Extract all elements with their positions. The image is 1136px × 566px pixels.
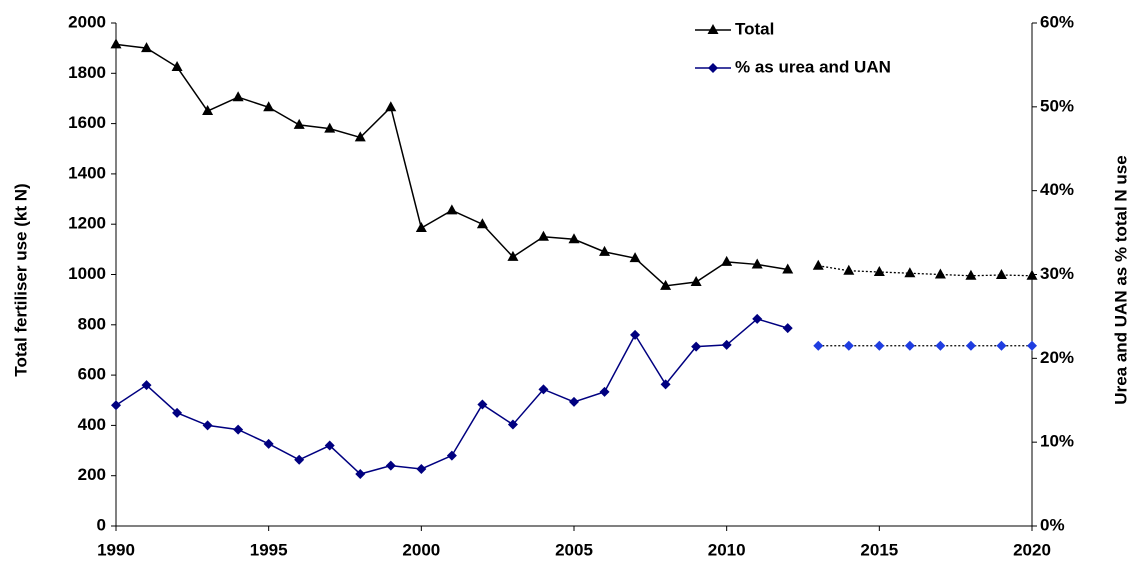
data-point <box>507 419 518 430</box>
data-point <box>630 329 641 340</box>
data-point <box>751 258 763 269</box>
data-point <box>996 340 1007 351</box>
x-tick-label: 2020 <box>1013 540 1051 559</box>
data-point <box>446 450 457 461</box>
data-point <box>233 424 244 435</box>
data-point <box>691 341 702 352</box>
y-axis-label: Total fertiliser use (kt N) <box>11 183 30 376</box>
data-point <box>935 340 946 351</box>
x-tick-label: 1995 <box>250 540 288 559</box>
data-point <box>171 61 183 72</box>
data-point <box>752 313 763 324</box>
legend-label: % as urea and UAN <box>735 57 891 76</box>
y2-tick-label: 10% <box>1040 432 1074 451</box>
data-point <box>446 204 458 215</box>
data-point <box>629 252 641 263</box>
y2-tick-label: 60% <box>1040 12 1074 31</box>
data-point <box>843 340 854 351</box>
data-point <box>263 438 274 449</box>
data-point <box>568 233 580 244</box>
data-point <box>721 339 732 350</box>
data-point <box>507 250 519 261</box>
data-point <box>477 399 488 410</box>
data-point <box>843 264 855 275</box>
data-point <box>202 420 213 431</box>
legend-marker <box>707 24 719 34</box>
data-point <box>812 259 824 270</box>
data-point <box>813 340 824 351</box>
data-point <box>141 380 152 391</box>
data-point <box>141 42 153 53</box>
y-tick-label: 1800 <box>68 63 106 82</box>
data-point <box>415 221 427 232</box>
y-tick-label: 800 <box>78 314 106 333</box>
y2-tick-label: 50% <box>1040 96 1074 115</box>
data-point <box>904 267 916 278</box>
x-tick-label: 2005 <box>555 540 593 559</box>
data-point <box>294 454 305 465</box>
data-point <box>293 118 305 129</box>
y-tick-label: 1000 <box>68 264 106 283</box>
x-tick-label: 2000 <box>402 540 440 559</box>
legend-marker <box>708 63 718 73</box>
x-tick-label: 2010 <box>708 540 746 559</box>
data-point <box>660 279 672 290</box>
data-point <box>965 269 977 280</box>
data-point <box>1027 340 1037 351</box>
y-tick-label: 2000 <box>68 12 106 31</box>
data-point <box>538 384 549 395</box>
data-point <box>263 101 275 112</box>
series-line <box>115 43 788 287</box>
y-tick-label: 1600 <box>68 113 106 132</box>
data-point <box>202 105 214 116</box>
data-point <box>995 269 1007 280</box>
data-point <box>232 91 244 102</box>
data-point <box>874 340 885 351</box>
data-point <box>782 323 793 334</box>
data-point <box>324 122 336 133</box>
data-point <box>599 245 611 256</box>
data-point <box>355 469 366 480</box>
y-tick-label: 1200 <box>68 214 106 233</box>
x-tick-label: 2015 <box>860 540 898 559</box>
data-point <box>873 265 885 276</box>
y2-tick-label: 0% <box>1040 515 1065 534</box>
data-point <box>110 38 122 49</box>
y-tick-label: 1400 <box>68 163 106 182</box>
y2-axis-label: Urea and UAN as % total N use <box>1111 155 1130 404</box>
data-point <box>1026 269 1038 280</box>
data-point <box>599 386 610 397</box>
y2-tick-label: 40% <box>1040 180 1074 199</box>
data-point <box>721 255 733 266</box>
data-point <box>660 379 671 390</box>
y-tick-label: 400 <box>78 415 106 434</box>
data-point <box>324 440 335 451</box>
data-point <box>111 400 121 411</box>
data-point <box>965 340 976 351</box>
data-point <box>537 230 549 241</box>
data-point <box>172 407 183 418</box>
series-line <box>818 265 1033 277</box>
x-tick-label: 1990 <box>97 540 135 559</box>
y-tick-label: 0 <box>97 515 106 534</box>
data-point <box>782 263 794 274</box>
y2-tick-label: 20% <box>1040 348 1074 367</box>
data-point <box>690 276 702 287</box>
data-point <box>416 463 427 474</box>
data-point <box>904 340 915 351</box>
data-point <box>934 268 946 279</box>
data-point <box>569 396 579 407</box>
y-tick-label: 200 <box>78 465 106 484</box>
legend-label: Total <box>735 19 774 38</box>
y2-tick-label: 30% <box>1040 264 1074 283</box>
data-point <box>385 460 396 471</box>
data-point <box>476 218 488 229</box>
y-tick-label: 600 <box>78 365 106 384</box>
data-point <box>354 131 366 142</box>
data-point <box>385 101 397 112</box>
